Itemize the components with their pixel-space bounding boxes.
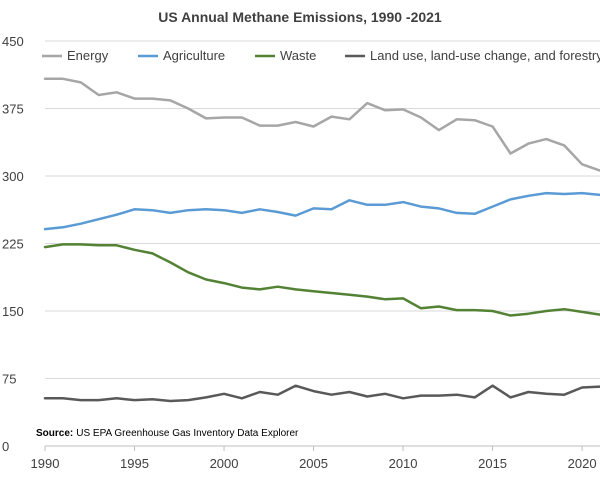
series-line-agriculture: [43, 191, 600, 231]
source-text: US EPA Greenhouse Gas Inventory Data Exp…: [76, 428, 299, 439]
series-line-waste: [43, 243, 600, 317]
legend-label: Agriculture: [163, 48, 225, 63]
y-axis-ticks: 0 75 150 225 300 375 450: [2, 34, 24, 454]
y-tick-label: 300: [2, 169, 24, 184]
x-tick-label: 2010: [389, 456, 418, 471]
series-lines: [43, 77, 600, 403]
x-tick-label: 1995: [120, 456, 149, 471]
x-tick-label: 1990: [31, 456, 60, 471]
legend: Energy Agriculture Waste Land use, land-use…: [42, 48, 600, 63]
y-tick-label: 375: [2, 102, 24, 117]
y-tick-label: 150: [2, 304, 24, 319]
series-line-energy: [43, 77, 600, 172]
y-tick-label: 450: [2, 34, 24, 49]
legend-label: Waste: [280, 48, 316, 63]
x-axis-ticks: 1990 1995 2000 2005 2010 2015 2020: [31, 446, 597, 471]
x-tick-label: 2000: [210, 456, 239, 471]
series-line-land-use-land-use-change-and-forestry: [43, 384, 600, 403]
y-tick-label: 0: [2, 439, 9, 454]
legend-label: Land use, land-use change, and forestry: [370, 48, 600, 63]
chart-title: US Annual Methane Emissions, 1990 -2021: [158, 9, 442, 25]
legend-label: Energy: [67, 48, 109, 63]
gridlines: [45, 40, 600, 447]
y-tick-label: 75: [2, 372, 16, 387]
source-label: Source:: [36, 428, 73, 439]
x-tick-label: 2020: [568, 456, 597, 471]
source-note: Source: US EPA Greenhouse Gas Inventory D…: [36, 428, 299, 439]
x-tick-label: 2005: [299, 456, 328, 471]
x-tick-label: 2015: [478, 456, 507, 471]
y-tick-label: 225: [2, 237, 24, 252]
